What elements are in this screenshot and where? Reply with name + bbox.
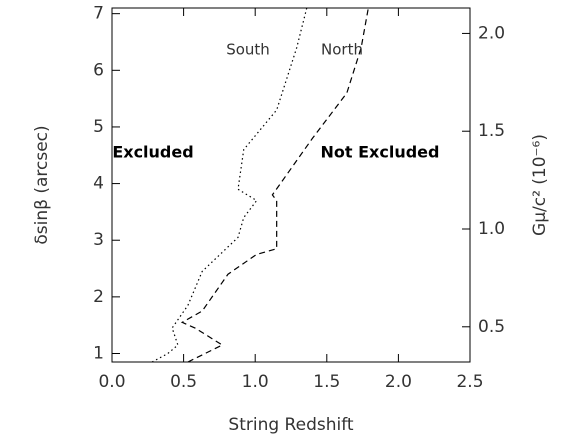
y2-tick-label: 0.5 [478, 317, 505, 337]
series-label: South [226, 41, 270, 59]
y-tick-label: 4 [93, 174, 104, 194]
annotation: Excluded [112, 143, 193, 162]
x-tick-label: 1.0 [242, 372, 269, 392]
x-axis-label: String Redshift [228, 415, 353, 435]
y-tick-label: 1 [93, 344, 104, 364]
x-tick-label: 2.0 [385, 372, 412, 392]
y-tick-label: 2 [93, 287, 104, 307]
x-tick-label: 0.5 [170, 372, 197, 392]
y2-tick-label: 1.0 [478, 219, 505, 239]
y-axis-label: δsinβ (arcsec) [32, 125, 52, 244]
x-tick-label: 2.5 [456, 372, 483, 392]
y2-tick-label: 1.5 [478, 121, 505, 141]
x-tick-label: 0.0 [98, 372, 125, 392]
y-tick-label: 3 [93, 230, 104, 250]
x-tick-label: 1.5 [313, 372, 340, 392]
series-label: North [321, 41, 363, 59]
annotation: Not Excluded [321, 143, 440, 162]
y2-tick-label: 2.0 [478, 23, 505, 43]
series-line [180, 7, 369, 363]
series-line [151, 7, 308, 363]
plot-frame [111, 7, 471, 363]
y-tick-label: 7 [93, 4, 104, 24]
y-tick-label: 5 [93, 117, 104, 137]
y2-axis-label: Gμ/c² (10⁻⁶) [530, 134, 550, 236]
y-tick-label: 6 [93, 60, 104, 80]
